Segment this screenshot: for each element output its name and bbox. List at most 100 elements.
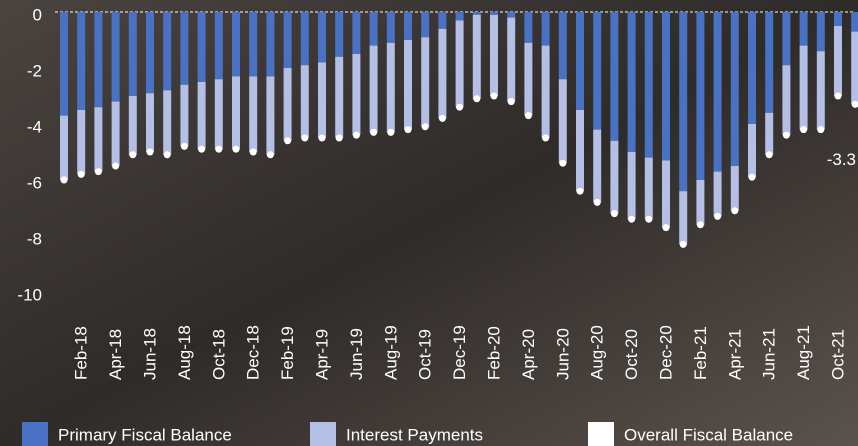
bar-interest xyxy=(748,124,756,178)
bar-interest xyxy=(627,152,636,220)
overall-dot xyxy=(232,145,240,153)
overall-dot xyxy=(628,215,636,223)
overall-dot xyxy=(851,100,858,108)
x-tick-label: Dec-18 xyxy=(244,325,263,380)
x-tick-label: Oct-19 xyxy=(416,329,435,380)
x-tick-label: Feb-18 xyxy=(72,326,91,380)
bar-primary xyxy=(60,12,68,116)
overall-dot xyxy=(456,103,464,111)
bar-interest xyxy=(765,112,774,155)
bar-interest xyxy=(146,93,154,152)
bar-interest xyxy=(541,45,550,138)
overall-dot xyxy=(284,137,292,145)
bar-interest xyxy=(404,40,412,130)
bar-primary xyxy=(163,12,172,91)
bar-interest xyxy=(438,28,447,119)
bar-primary xyxy=(249,12,258,77)
bar-primary xyxy=(352,12,361,54)
bar-interest xyxy=(335,56,344,138)
bar-interest xyxy=(644,157,653,220)
bar-interest xyxy=(369,45,378,133)
bar-primary xyxy=(851,12,858,32)
overall-dot xyxy=(662,224,670,232)
overall-dot xyxy=(249,148,257,156)
x-tick-label: Dec-19 xyxy=(450,325,469,380)
overall-dot xyxy=(834,92,842,100)
bar-primary xyxy=(627,12,636,152)
bar-primary xyxy=(593,12,602,130)
x-tick-label: Aug-18 xyxy=(175,325,194,380)
bar-interest xyxy=(266,76,275,155)
bar-primary xyxy=(799,12,808,46)
bar-interest xyxy=(318,62,326,138)
x-tick-label: Feb-21 xyxy=(691,326,710,380)
bar-interest xyxy=(782,65,791,136)
y-tick-label: -4 xyxy=(27,117,42,136)
bar-primary xyxy=(180,12,189,85)
overall-dot xyxy=(112,162,120,170)
bar-interest xyxy=(730,166,739,211)
overall-dot xyxy=(370,128,378,136)
x-tick-label: Oct-21 xyxy=(828,329,847,380)
overall-dot xyxy=(490,92,498,100)
bar-interest xyxy=(214,79,223,150)
bar-primary xyxy=(369,12,378,46)
bar-primary xyxy=(644,12,653,158)
overall-dot xyxy=(94,168,102,176)
overall-dot xyxy=(77,170,85,178)
overall-dot xyxy=(748,173,756,181)
bar-primary xyxy=(782,12,791,66)
y-tick-label: -6 xyxy=(27,173,42,192)
bar-interest xyxy=(524,42,533,116)
bar-interest xyxy=(472,14,481,99)
x-tick-label: Feb-19 xyxy=(278,326,297,380)
bar-primary xyxy=(438,12,447,29)
bar-interest xyxy=(128,96,137,155)
overall-dot xyxy=(524,112,532,120)
bar-primary xyxy=(335,12,344,57)
bar-interest xyxy=(851,31,858,105)
bar-interest xyxy=(610,140,619,214)
overall-dot xyxy=(731,207,739,215)
bar-primary xyxy=(816,12,825,52)
overall-dot xyxy=(318,134,326,142)
overall-dot xyxy=(507,98,515,106)
overall-dot xyxy=(198,145,206,153)
bar-interest xyxy=(111,101,120,166)
x-tick-label: Aug-20 xyxy=(588,325,607,380)
y-tick-label: -8 xyxy=(27,229,42,248)
bar-interest xyxy=(283,68,292,141)
bar-primary xyxy=(197,12,206,82)
bar-primary xyxy=(266,12,275,77)
bar-primary xyxy=(404,12,412,40)
bar-primary xyxy=(283,12,292,68)
bar-interest xyxy=(249,76,258,152)
bar-interest xyxy=(60,115,68,180)
overall-dot xyxy=(266,151,274,159)
x-tick-label: Jun-21 xyxy=(760,328,779,380)
x-tick-label: Apr-20 xyxy=(519,329,538,380)
bar-interest xyxy=(197,82,206,150)
bar-primary xyxy=(490,12,498,15)
bar-primary xyxy=(610,12,619,141)
overall-dot xyxy=(679,240,687,248)
x-tick-label: Aug-21 xyxy=(794,325,813,380)
bar-primary xyxy=(300,12,309,66)
bar-primary xyxy=(576,12,584,110)
overall-dot xyxy=(696,221,704,229)
legend-swatch xyxy=(22,422,48,446)
bar-interest xyxy=(576,110,584,192)
overall-dot xyxy=(800,126,808,134)
overall-dot xyxy=(542,134,550,142)
bar-primary xyxy=(386,12,395,43)
bar-interest xyxy=(593,129,602,203)
bar-primary xyxy=(146,12,154,94)
overall-dot xyxy=(714,212,722,220)
bar-primary xyxy=(679,12,688,192)
bar-interest xyxy=(490,14,498,96)
overall-dot xyxy=(817,126,825,134)
bar-primary xyxy=(713,12,722,172)
bar-interest xyxy=(352,54,361,136)
overall-dot xyxy=(438,114,446,122)
